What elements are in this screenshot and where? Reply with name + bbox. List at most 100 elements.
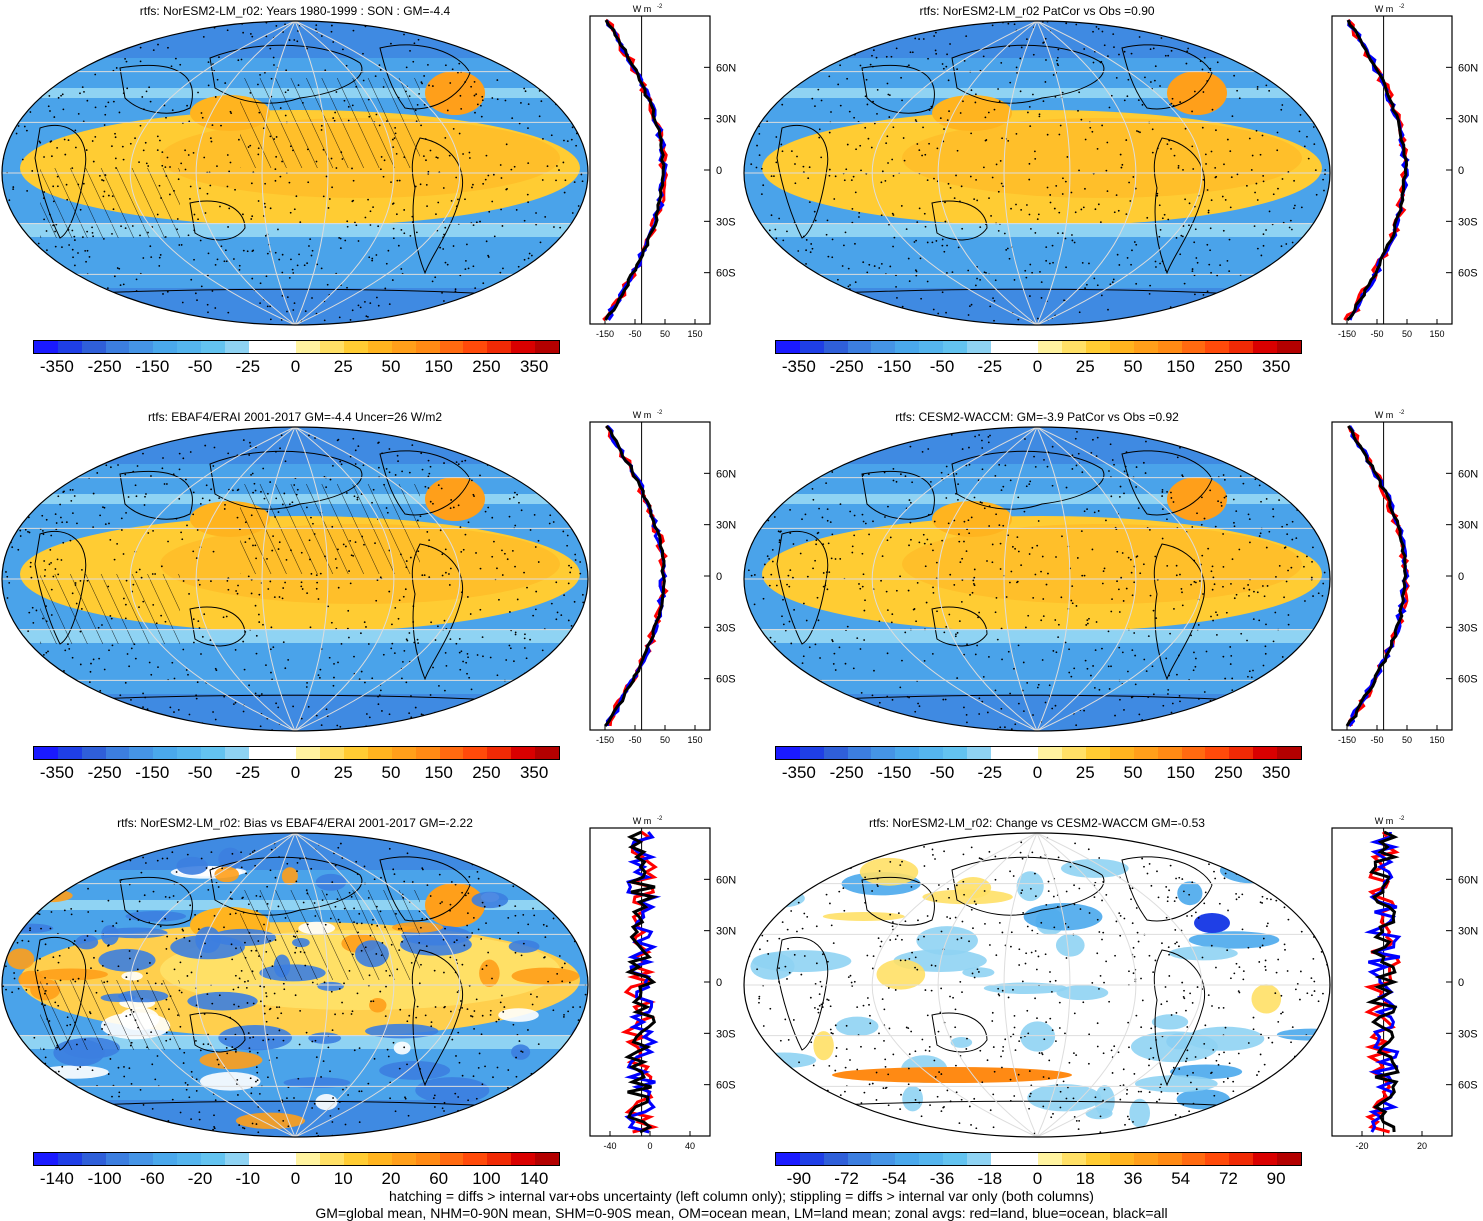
units-label: W m xyxy=(633,4,652,14)
colorbar-label: 250 xyxy=(472,763,501,782)
colorbar-swatch xyxy=(344,747,369,759)
colorbar-swatch xyxy=(248,1153,273,1165)
colorbar-label: -50 xyxy=(187,357,213,376)
colorbar xyxy=(775,746,1302,760)
colorbar-label: 250 xyxy=(1214,357,1243,376)
colorbar-swatch xyxy=(463,341,488,353)
colorbar-label: -50 xyxy=(929,357,955,376)
map-border xyxy=(743,20,1331,326)
colorbar-swatch xyxy=(1133,1153,1158,1165)
all-zonal-curve xyxy=(1346,19,1409,322)
ocean-zonal-curve xyxy=(1348,425,1410,727)
colorbar-swatch xyxy=(847,1153,872,1165)
hatching xyxy=(240,484,420,574)
units-exponent: -2 xyxy=(1399,410,1405,416)
coastline xyxy=(951,450,1105,510)
colorbar-label: -250 xyxy=(829,357,864,376)
colorbar-swatch xyxy=(463,747,488,759)
latitude-label: 60S xyxy=(1458,268,1478,280)
coastline xyxy=(861,470,935,520)
latitude-label: 30S xyxy=(716,1028,736,1040)
colorbar-label: -60 xyxy=(140,1169,165,1188)
hatching xyxy=(240,890,420,980)
latitude-label: 0 xyxy=(716,165,722,177)
colorbar-swatch xyxy=(391,341,416,353)
coastline xyxy=(931,1012,988,1053)
zonal-frame xyxy=(589,421,711,731)
colorbar-label: -54 xyxy=(882,1169,907,1188)
colorbar-swatch xyxy=(153,341,178,353)
colorbar-swatch xyxy=(368,341,392,353)
coastline xyxy=(119,470,193,520)
colorbar-label: -36 xyxy=(929,1169,955,1188)
coastline xyxy=(189,200,246,241)
colorbar-label: 0 xyxy=(1032,1169,1043,1188)
panel-3: rtfs: EBAF4/ERAI 2001-2017 GM=-4.4 Uncer… xyxy=(0,406,741,811)
colorbar-swatch xyxy=(511,341,536,353)
latitude-label: 30S xyxy=(1458,622,1478,634)
colorbar-label: -72 xyxy=(834,1169,859,1188)
latitude-label: 30S xyxy=(1458,216,1478,228)
colorbar-label: 25 xyxy=(333,357,353,376)
colorbar-label: 0 xyxy=(1032,763,1043,782)
map-border xyxy=(743,832,1331,1138)
colorbar-swatch xyxy=(799,747,824,759)
colorbar-swatch xyxy=(177,1153,202,1165)
colorbar-label: -90 xyxy=(786,1169,812,1188)
colorbar-swatch xyxy=(943,341,967,353)
colorbar-swatch xyxy=(1229,341,1254,353)
coastline xyxy=(1121,450,1213,516)
units-label: W m xyxy=(633,410,652,420)
colorbar-swatch xyxy=(535,341,559,353)
zonal-tick-label: -50 xyxy=(628,329,641,339)
colorbar-swatch xyxy=(1086,747,1111,759)
zonal-mean-plot: W m -2 60N 30N 0 30S 60S -20 20 xyxy=(1331,816,1478,1151)
colorbar-label: -50 xyxy=(929,763,955,782)
coastline xyxy=(1121,44,1213,110)
colorbar-swatch xyxy=(34,747,58,759)
latitude-label: 60S xyxy=(716,268,736,280)
latitude-label: 30N xyxy=(716,926,736,938)
colorbar-swatch xyxy=(105,341,130,353)
coastline xyxy=(951,856,1105,916)
colorbar-swatch xyxy=(1205,341,1230,353)
colorbar-swatch xyxy=(511,747,536,759)
colorbar-swatch xyxy=(1181,1153,1206,1165)
colorbar-labels: -140 -100 -60 -20 -10 0 10 20 60 100 140 xyxy=(33,1169,558,1191)
coastline xyxy=(776,124,829,239)
zonal-tick-label: -150 xyxy=(596,735,614,745)
colorbar-swatch xyxy=(368,1153,392,1165)
colorbar-label: -350 xyxy=(781,357,816,376)
colorbar-swatch xyxy=(105,747,130,759)
zonal-mean-plot: W m -2 60N 30N 0 30S 60S -150 -50 50 150 xyxy=(589,410,736,745)
colorbar-swatch xyxy=(344,1153,369,1165)
colorbar-label: 20 xyxy=(381,1169,401,1188)
robinson-map xyxy=(1,20,589,326)
colorbar-label: -250 xyxy=(87,357,122,376)
coastline xyxy=(1153,949,1206,1087)
colorbar-swatch xyxy=(224,1153,249,1165)
latitude-label: 60N xyxy=(716,874,736,886)
colorbar-swatch xyxy=(1229,747,1254,759)
zonal-mean-plot: W m -2 60N 30N 0 30S 60S -150 -50 50 150 xyxy=(1331,4,1478,339)
zonal-tick-label: 50 xyxy=(660,735,670,745)
colorbar-swatch xyxy=(823,341,848,353)
robinson-map xyxy=(743,20,1331,326)
colorbar-swatch xyxy=(272,341,297,353)
colorbar-label: 250 xyxy=(472,357,501,376)
colorbar-swatch xyxy=(871,1153,896,1165)
colorbar-swatch xyxy=(201,747,225,759)
hatching xyxy=(240,78,420,168)
colorbar-swatch xyxy=(1181,341,1206,353)
colorbar-label: -150 xyxy=(877,763,912,782)
map-border xyxy=(743,426,1331,732)
colorbar-swatch xyxy=(81,341,106,353)
colorbar-swatch xyxy=(1133,341,1158,353)
colorbar-swatch xyxy=(296,747,321,759)
graticule xyxy=(2,21,588,325)
latitude-label: 30S xyxy=(716,216,736,228)
colorbar-label: 0 xyxy=(1032,357,1043,376)
colorbar-label: -350 xyxy=(39,763,74,782)
colorbar-swatch xyxy=(1014,341,1039,353)
colorbar-swatch xyxy=(34,1153,58,1165)
